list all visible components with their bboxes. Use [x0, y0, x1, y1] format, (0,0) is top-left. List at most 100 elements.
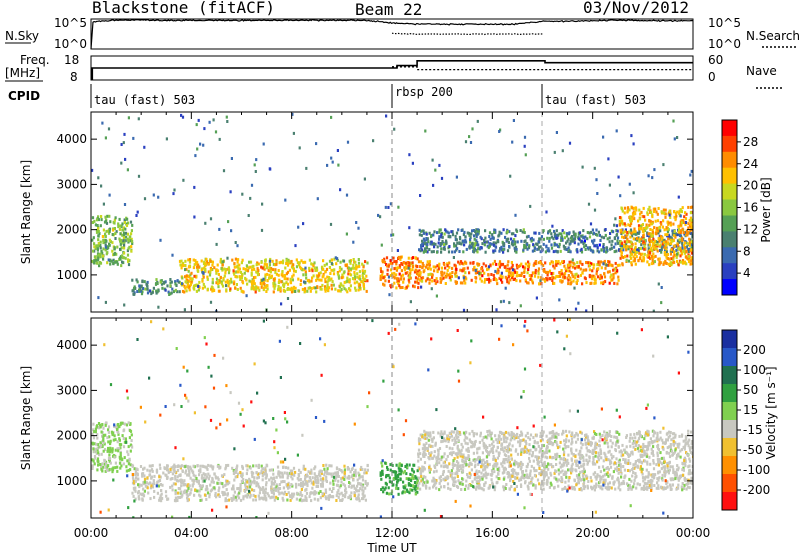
power-echo: [640, 227, 643, 231]
power-echo: [422, 250, 425, 254]
velocity-echo: [230, 487, 234, 491]
power-noise: [574, 307, 578, 311]
power-echo: [257, 268, 260, 272]
power-echo: [260, 282, 263, 286]
velocity-echo: [93, 455, 97, 458]
nave-label: Nave: [746, 64, 777, 78]
power-noise: [519, 304, 522, 308]
power-noise: [564, 246, 567, 250]
velocity-echo: [291, 484, 294, 488]
power-echo: [606, 263, 610, 267]
power-echo: [581, 234, 584, 238]
velocity-echo: [141, 493, 144, 497]
power-noise: [193, 215, 196, 219]
velocity-echo: [539, 439, 542, 443]
power-noise: [286, 297, 290, 300]
power-echo: [673, 215, 676, 219]
velocity-echo: [292, 494, 295, 498]
velocity-echo: [281, 480, 285, 483]
velocity-echo: [361, 478, 365, 482]
velocity-echo: [519, 467, 522, 471]
power-noise: [194, 154, 197, 158]
power-echo: [97, 238, 100, 242]
power-echo: [256, 273, 260, 277]
power-noise: [408, 226, 411, 230]
velocity-echo: [616, 476, 620, 480]
power-echo: [484, 264, 488, 268]
power-echo: [394, 266, 397, 270]
velocity-echo: [153, 482, 156, 486]
power-echo: [283, 274, 287, 277]
cpid-segment-1: tau (fast) 503: [94, 93, 195, 107]
velocity-echo: [631, 436, 634, 440]
y-tick-label: 2000: [56, 223, 87, 237]
power-noise: [545, 210, 548, 214]
power-echo: [200, 268, 203, 272]
power-echo: [389, 268, 393, 272]
velocity-echo: [300, 481, 303, 485]
power-scatter: [91, 112, 693, 312]
velocity-echo: [160, 489, 163, 492]
power-echo: [255, 263, 258, 267]
velocity-echo: [620, 471, 623, 475]
power-noise: [420, 285, 423, 289]
nave-tick-bottom: 0: [708, 70, 716, 84]
power-echo: [184, 259, 187, 263]
power-noise: [502, 299, 505, 303]
power-echo: [170, 291, 173, 295]
power-echo: [492, 241, 495, 245]
power-noise: [529, 204, 532, 208]
power-echo: [646, 254, 649, 258]
velocity-echo: [133, 467, 136, 471]
power-echo: [116, 262, 119, 266]
velocity-echo: [652, 453, 655, 457]
velocity-echo: [431, 439, 434, 443]
velocity-echo: [263, 493, 266, 496]
velocity-echo: [201, 479, 204, 483]
power-noise: [336, 149, 339, 152]
velocity-echo: [240, 479, 243, 483]
power-echo: [205, 259, 208, 263]
power-echo: [283, 289, 287, 293]
velocity-echo: [357, 471, 360, 475]
velocity-echo: [291, 477, 294, 481]
power-echo: [665, 240, 668, 244]
power-noise: [430, 287, 433, 291]
velocity-echo: [321, 492, 324, 496]
power-noise: [254, 170, 257, 173]
nsky-label: N.Sky: [5, 29, 39, 43]
power-noise: [314, 286, 317, 290]
power-echo: [272, 281, 275, 285]
power-echo: [93, 255, 96, 259]
power-echo: [174, 288, 177, 292]
power-echo: [639, 247, 642, 251]
power-echo: [650, 254, 653, 258]
power-echo: [522, 248, 525, 252]
power-echo: [216, 263, 219, 267]
power-echo: [102, 238, 105, 242]
velocity-echo: [238, 491, 241, 495]
power-echo: [530, 236, 533, 240]
velocity-echo: [99, 441, 102, 445]
velocity-echo: [683, 483, 686, 487]
power-echo: [592, 241, 595, 245]
y-tick-label: 4000: [56, 132, 87, 146]
velocity-echo: [341, 493, 344, 497]
power-echo: [417, 274, 421, 278]
power-echo: [684, 246, 687, 250]
power-echo: [675, 255, 678, 259]
power-noise: [444, 228, 447, 232]
power-echo: [559, 272, 562, 276]
power-noise: [143, 145, 146, 149]
power-echo: [150, 292, 153, 296]
velocity-echo: [265, 497, 268, 501]
velocity-echo: [580, 431, 583, 435]
power-echo: [557, 260, 560, 263]
velocity-echo: [91, 432, 94, 436]
velocity-echo: [563, 439, 566, 443]
power-noise: [595, 178, 598, 182]
velocity-echo: [300, 488, 303, 491]
velocity-echo: [461, 482, 464, 486]
power-echo: [653, 239, 657, 243]
velocity-echo: [510, 485, 513, 489]
